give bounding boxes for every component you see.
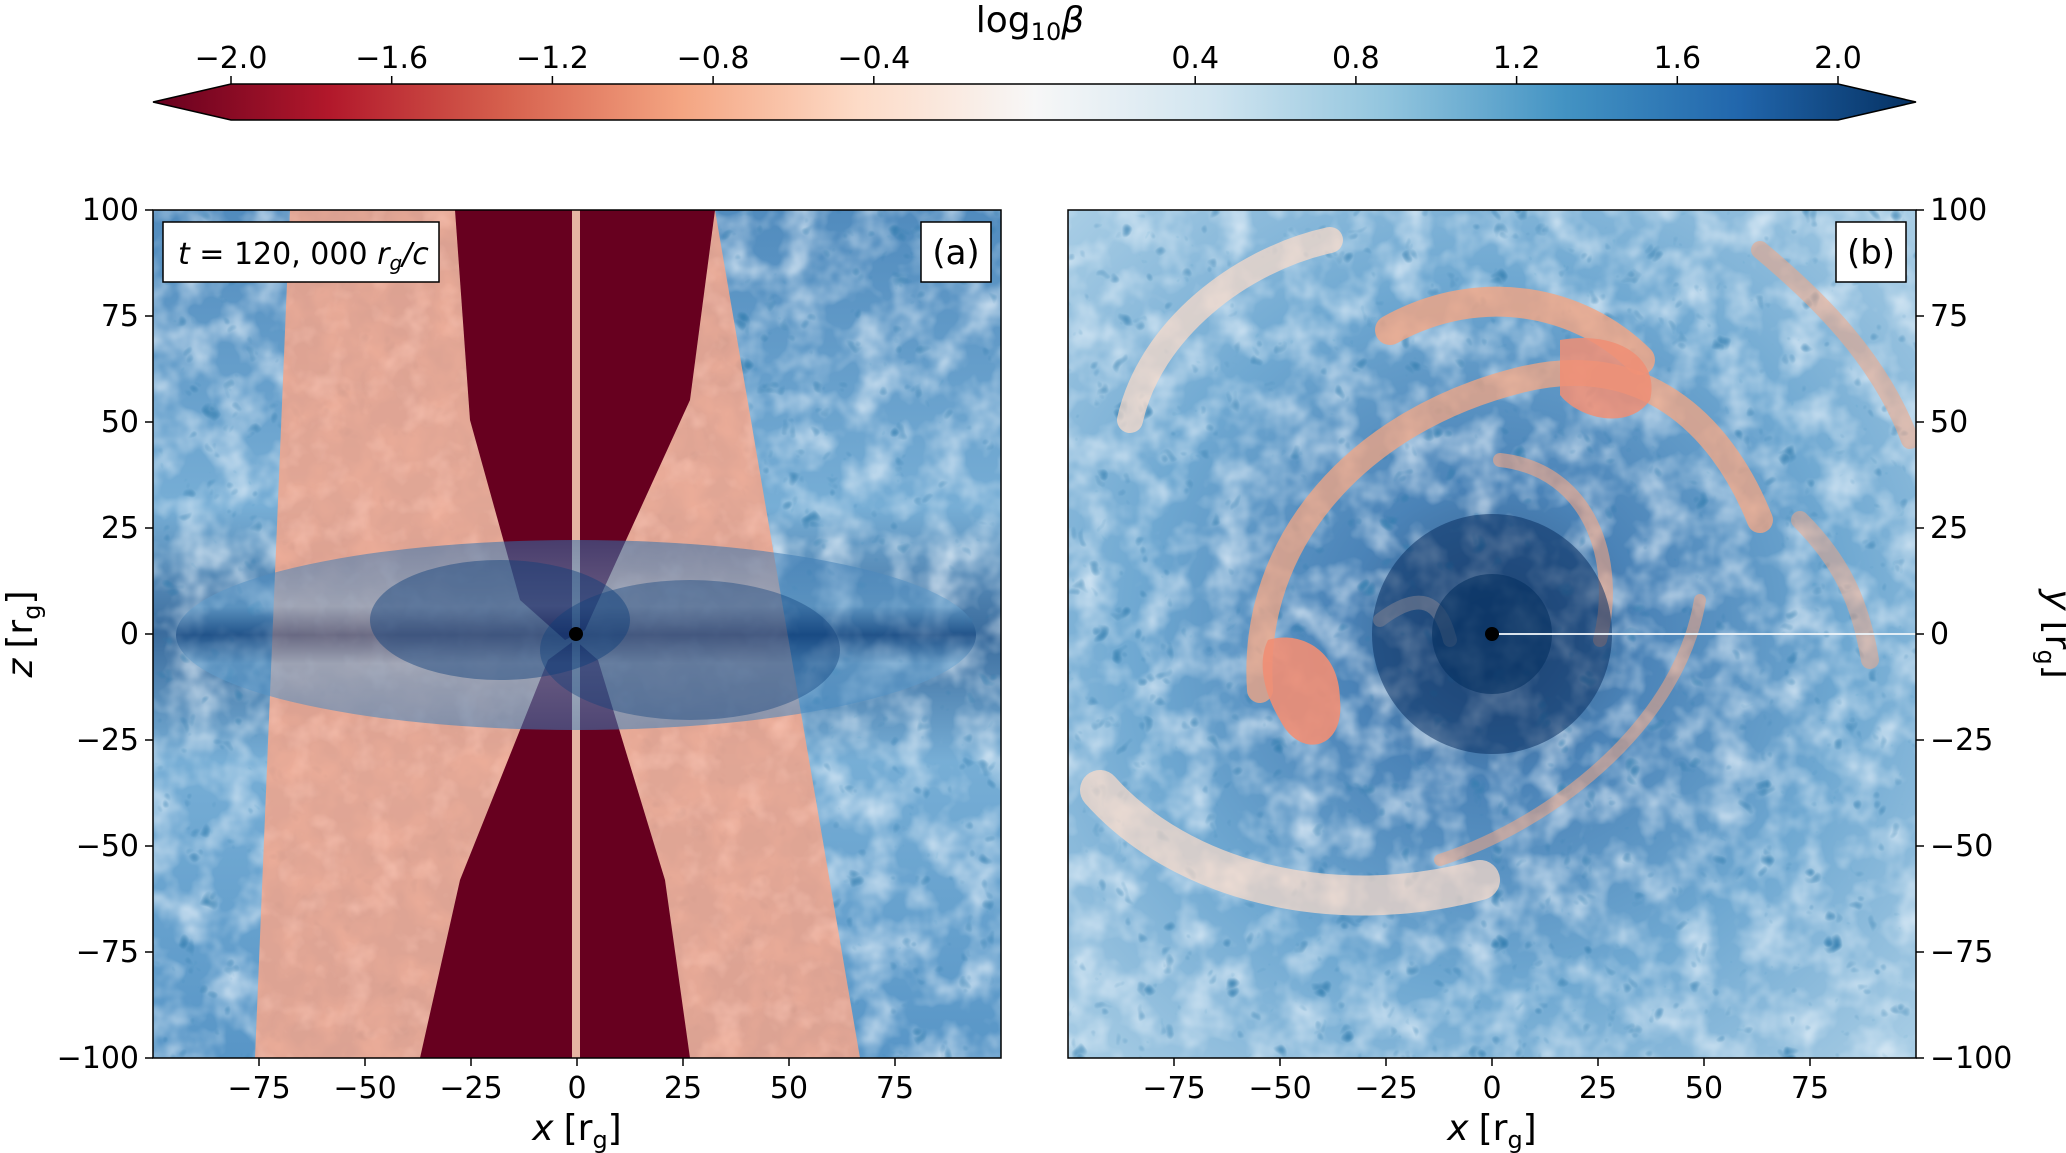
x-tick-label: 25 — [664, 1071, 702, 1106]
x-tick-label: −50 — [1248, 1071, 1311, 1106]
colorbar-tick-label: 1.2 — [1493, 41, 1541, 76]
y-tick-label: −100 — [1930, 1041, 2012, 1076]
colorbar-title: log10β — [976, 0, 1084, 46]
y-tick-label: −100 — [57, 1041, 139, 1076]
panel-a-xlabel: x [rg] — [531, 1108, 621, 1153]
panel-b-xlabel: x [rg] — [1446, 1108, 1536, 1153]
y-tick-label: 100 — [82, 193, 139, 228]
colorbar-tick-label: −1.2 — [516, 41, 589, 76]
y-tick-label: −50 — [1930, 829, 1993, 864]
panel-a-yaxis: 100 75 50 25 0 −25 −50 −75 −100 — [57, 193, 153, 1076]
colorbar-tick-label: −0.8 — [677, 41, 750, 76]
time-annotation: t = 120, 000 rg/c — [162, 221, 440, 283]
x-tick-label: 75 — [1791, 1071, 1829, 1106]
x-tick-label: −25 — [439, 1071, 502, 1106]
x-tick-label: 75 — [876, 1071, 914, 1106]
panel-b-ylabel: y[rg] — [2032, 588, 2066, 678]
x-tick-label: 0 — [1482, 1071, 1501, 1106]
panel-b-label: (b) — [1835, 221, 1907, 283]
y-tick-label: 50 — [101, 405, 139, 440]
panel-b: (b) −75 −50 −25 0 25 50 75 1007550250−25−50−75… — [1067, 193, 2066, 1153]
y-tick-label: −75 — [76, 935, 139, 970]
y-tick-label: 75 — [101, 299, 139, 334]
y-tick-label: 25 — [1930, 511, 1968, 546]
y-tick-label: −25 — [1930, 723, 1993, 758]
x-tick-label: −25 — [1354, 1071, 1417, 1106]
y-tick-label: 75 — [1930, 299, 1968, 334]
panel-a-label: (a) — [920, 221, 992, 283]
panel-b-yaxis: 100 75 50 25 0 −25 −50 −75 −100 — [1916, 193, 2012, 1076]
colorbar-tick-label: −0.4 — [837, 41, 910, 76]
x-tick-label: 50 — [770, 1071, 808, 1106]
colorbar-body — [152, 83, 1917, 121]
x-tick-label: −50 — [333, 1071, 396, 1106]
x-tick-label: −75 — [227, 1071, 290, 1106]
panel-a-heatmap — [153, 210, 1001, 1058]
panel-a-xaxis: −75 −50 −25 0 25 50 75 — [227, 1058, 914, 1106]
x-tick-label: 50 — [1685, 1071, 1723, 1106]
y-tick-label: 0 — [1930, 617, 1949, 652]
y-tick-label: 100 — [1930, 193, 1987, 228]
colorbar-tick-label: 1.6 — [1653, 41, 1701, 76]
y-tick-label: 0 — [120, 617, 139, 652]
colorbar-ticks: −2.0 −1.6 −1.2 −0.8 −0.4 0.4 0.8 1.2 1.6 2.0 — [195, 41, 1862, 84]
colorbar-tick-label: 0.4 — [1171, 41, 1219, 76]
panel-b-heatmap — [1068, 210, 1916, 1058]
panel-a: t = 120, 000 rg/c (a) −75 −50 −25 0 25 50 75 1… — [0, 193, 1002, 1153]
panel-b-xaxis: −75 −50 −25 0 25 50 75 — [1142, 1058, 1829, 1106]
y-tick-label: −25 — [76, 723, 139, 758]
panel-a-label-text: (a) — [932, 233, 979, 273]
y-tick-label: −50 — [76, 829, 139, 864]
colorbar: log10β −2.0 −1.6 −1.2 −0.8 −0.4 0.4 0.8 1.2 1.6 2… — [152, 0, 1917, 121]
panel-a-ylabel: z[rg] — [0, 590, 46, 678]
colorbar-tick-label: −1.6 — [355, 41, 428, 76]
y-tick-label: 25 — [101, 511, 139, 546]
x-tick-label: 25 — [1579, 1071, 1617, 1106]
y-tick-label: 50 — [1930, 405, 1968, 440]
time-annotation-text: t = 120, 000 rg/c — [178, 237, 429, 275]
colorbar-tick-label: −2.0 — [195, 41, 268, 76]
colorbar-tick-label: 2.0 — [1814, 41, 1862, 76]
colorbar-tick-label: 0.8 — [1332, 41, 1380, 76]
x-tick-label: −75 — [1142, 1071, 1205, 1106]
x-tick-label: 0 — [567, 1071, 586, 1106]
panel-b-label-text: (b) — [1847, 233, 1895, 273]
y-tick-label: −75 — [1930, 935, 1993, 970]
